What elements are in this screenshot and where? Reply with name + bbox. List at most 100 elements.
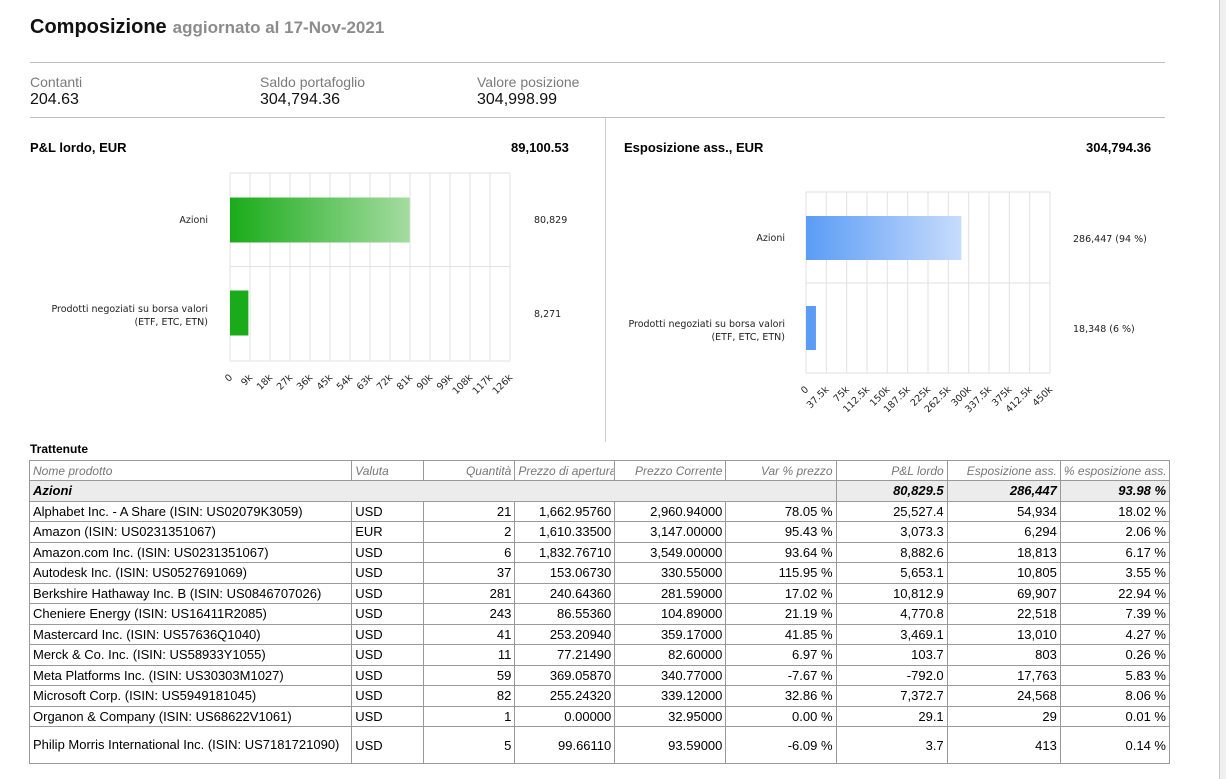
cell-pl: 10,812.9 bbox=[835, 582, 948, 604]
summary-value: 304,998.99 bbox=[477, 91, 558, 108]
cell-current-price: 339.12000 bbox=[614, 685, 727, 707]
table-row[interactable]: Cheniere Energy (ISIN: US16411R2085) USD 2… bbox=[28, 603, 1171, 625]
cell-exposure-pct: 8.06 % bbox=[1059, 685, 1171, 707]
table-row[interactable]: Alphabet Inc. - A Share (ISIN: US02079K3… bbox=[28, 500, 1171, 522]
cell-exposure: 6,294 bbox=[946, 521, 1061, 543]
summary-value: 204.63 bbox=[30, 91, 79, 108]
table-row[interactable]: Mastercard Inc. (ISIN: US57636Q1040) USD 4… bbox=[28, 623, 1171, 645]
cell-name: Amazon (ISIN: US0231351067) bbox=[28, 521, 353, 543]
table-row[interactable]: Amazon (ISIN: US0231351067) EUR 2 1,610.335… bbox=[28, 521, 1171, 543]
cell-current-price: 281.59000 bbox=[614, 582, 727, 604]
bar[interactable] bbox=[230, 197, 410, 243]
cell-price-change: 115.95 % bbox=[725, 562, 837, 584]
holdings-table: Nome prodotto Valuta Quantità Prezzo di … bbox=[28, 460, 1171, 764]
cell-current-price: 104.89000 bbox=[614, 603, 727, 625]
cell-name: Amazon.com Inc. (ISIN: US0231351067) bbox=[28, 541, 353, 563]
cell-name: Meta Platforms Inc. (ISIN: US30303M1027) bbox=[28, 664, 353, 686]
cell-currency: USD bbox=[351, 664, 424, 686]
col-header[interactable]: Prezzo di apertura bbox=[514, 460, 616, 481]
cell-pl: 3,073.3 bbox=[835, 521, 948, 543]
cell-currency: USD bbox=[351, 705, 424, 727]
col-header[interactable]: Valuta bbox=[351, 460, 424, 481]
table-row[interactable]: Organon & Company (ISIN: US68622V1061) US… bbox=[28, 705, 1171, 727]
cell-currency: USD bbox=[351, 726, 424, 764]
cell-open-price: 1,610.33500 bbox=[514, 521, 616, 543]
col-header[interactable]: Quantità bbox=[422, 460, 516, 481]
cell-quantity: 243 bbox=[422, 603, 516, 625]
cell-current-price: 340.77000 bbox=[614, 664, 727, 686]
cell-exposure-pct: 7.39 % bbox=[1059, 603, 1171, 625]
bar-value-label: 286,447 (94 %) bbox=[1073, 234, 1147, 245]
chart-total-pl: 89,100.53 bbox=[511, 140, 569, 155]
scrollbar[interactable] bbox=[1219, 0, 1226, 779]
cell-current-price: 330.55000 bbox=[614, 562, 727, 584]
cell-exposure-pct: 18.02 % bbox=[1059, 500, 1171, 522]
chart-title-exposure: Esposizione ass., EUR bbox=[624, 140, 764, 155]
cell-exposure: 54,934 bbox=[946, 500, 1061, 522]
col-header[interactable]: % esposizione ass. bbox=[1059, 460, 1171, 481]
chart-exposure: 286,447 (94 %) 18,348 (6 %) Azioni Prodotti… bbox=[628, 191, 1147, 415]
col-header[interactable]: Prezzo Corrente bbox=[614, 460, 727, 481]
cell-quantity: 41 bbox=[422, 623, 516, 645]
table-row[interactable]: Philip Morris International Inc. (ISIN: … bbox=[28, 726, 1171, 764]
cell-name: Merck & Co. Inc. (ISIN: US58933Y1055) bbox=[28, 644, 353, 666]
cell-price-change: 95.43 % bbox=[725, 521, 837, 543]
cell-pl: 25,527.4 bbox=[835, 500, 948, 522]
category-label: Prodotti negoziati su borsa valori bbox=[51, 304, 208, 315]
cell-quantity: 1 bbox=[422, 705, 516, 727]
cell-open-price: 1,832.76710 bbox=[514, 541, 616, 563]
bar-value-label: 8,271 bbox=[534, 309, 561, 320]
chart-divider bbox=[605, 118, 606, 442]
divider bbox=[30, 62, 1165, 63]
table-row[interactable]: Microsoft Corp. (ISIN: US5949181045) USD 8… bbox=[28, 685, 1171, 707]
bar[interactable] bbox=[806, 216, 962, 260]
divider bbox=[30, 117, 1165, 118]
col-header[interactable]: Esposizione ass. bbox=[946, 460, 1061, 481]
tick-label: 37.5k bbox=[805, 384, 832, 411]
cell-quantity: 11 bbox=[422, 644, 516, 666]
group-row: Azioni 80,829.5 286,447 93.98 % bbox=[29, 480, 1171, 502]
cell-quantity: 21 bbox=[422, 500, 516, 522]
col-header[interactable]: Var % prezzo bbox=[725, 460, 837, 481]
group-pct: 93.98 % bbox=[1059, 480, 1171, 502]
cell-open-price: 99.66110 bbox=[514, 726, 616, 764]
cell-exposure: 17,763 bbox=[946, 664, 1061, 686]
cell-pl: 3,469.1 bbox=[835, 623, 948, 645]
cell-price-change: 32.86 % bbox=[725, 685, 837, 707]
cell-exposure-pct: 3.55 % bbox=[1059, 562, 1171, 584]
chart-pl: 80,829 8,271 Azioni Prodotti negoziati su b… bbox=[51, 172, 567, 397]
cell-quantity: 281 bbox=[422, 582, 516, 604]
tick-label: 0 bbox=[799, 384, 811, 396]
col-header[interactable]: Nome prodotto bbox=[28, 460, 353, 481]
cell-open-price: 253.20940 bbox=[514, 623, 616, 645]
chart-total-exposure: 304,794.36 bbox=[1086, 140, 1152, 155]
cell-currency: USD bbox=[351, 500, 424, 522]
category-label: Azioni bbox=[756, 233, 785, 244]
table-row[interactable]: Meta Platforms Inc. (ISIN: US30303M1027)… bbox=[28, 664, 1171, 686]
table-row[interactable]: Amazon.com Inc. (ISIN: US0231351067) USD 6… bbox=[28, 541, 1171, 563]
bar[interactable] bbox=[230, 290, 249, 336]
bar[interactable] bbox=[806, 306, 816, 350]
cell-exposure: 10,805 bbox=[946, 562, 1061, 584]
table-row[interactable]: Autodesk Inc. (ISIN: US0527691069) USD 37 1… bbox=[28, 562, 1171, 584]
cell-current-price: 82.60000 bbox=[614, 644, 727, 666]
page-title: Composizione aggiornato al 17-Nov-2021 bbox=[30, 16, 384, 39]
col-header[interactable]: P&L lordo bbox=[835, 460, 948, 481]
group-name: Azioni bbox=[29, 480, 837, 502]
table-row[interactable]: Merck & Co. Inc. (ISIN: US58933Y1055) USD… bbox=[28, 644, 1171, 666]
cell-name: Microsoft Corp. (ISIN: US5949181045) bbox=[28, 685, 353, 707]
cell-open-price: 153.06730 bbox=[514, 562, 616, 584]
summary-position-value: Valore posizione 304,998.99 bbox=[477, 74, 579, 109]
cell-exposure: 803 bbox=[946, 644, 1061, 666]
cell-name: Mastercard Inc. (ISIN: US57636Q1040) bbox=[28, 623, 353, 645]
bar-value-label: 18,348 (6 %) bbox=[1073, 324, 1135, 335]
cell-currency: USD bbox=[351, 582, 424, 604]
cell-currency: USD bbox=[351, 644, 424, 666]
title-text: Composizione bbox=[30, 16, 167, 38]
cell-exposure: 24,568 bbox=[946, 685, 1061, 707]
cell-exposure-pct: 0.26 % bbox=[1059, 644, 1171, 666]
cell-exposure: 69,907 bbox=[946, 582, 1061, 604]
cell-pl: -792.0 bbox=[835, 664, 948, 686]
category-label: (ETF, ETC, ETN) bbox=[711, 332, 785, 343]
table-row[interactable]: Berkshire Hathaway Inc. B (ISIN: US08467… bbox=[28, 582, 1171, 604]
